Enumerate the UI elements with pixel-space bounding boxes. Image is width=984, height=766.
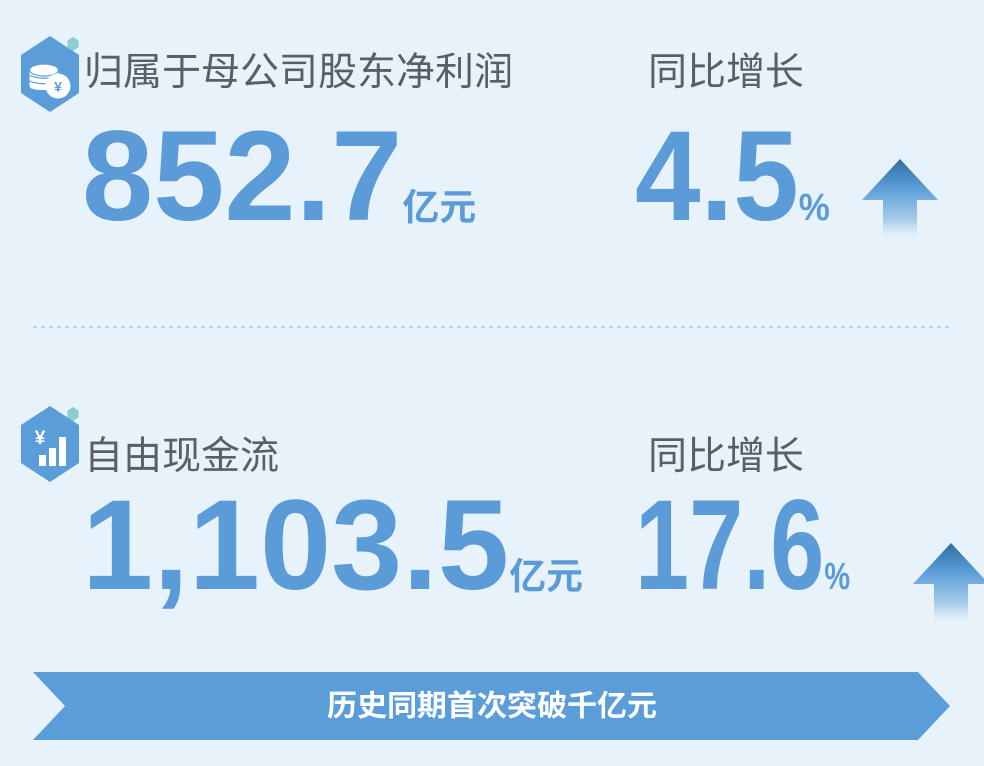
svg-text:¥: ¥ — [35, 428, 46, 449]
svg-text:历史同期首次突破千亿元: 历史同期首次突破千亿元 — [327, 681, 657, 725]
svg-text:¥: ¥ — [54, 79, 62, 95]
